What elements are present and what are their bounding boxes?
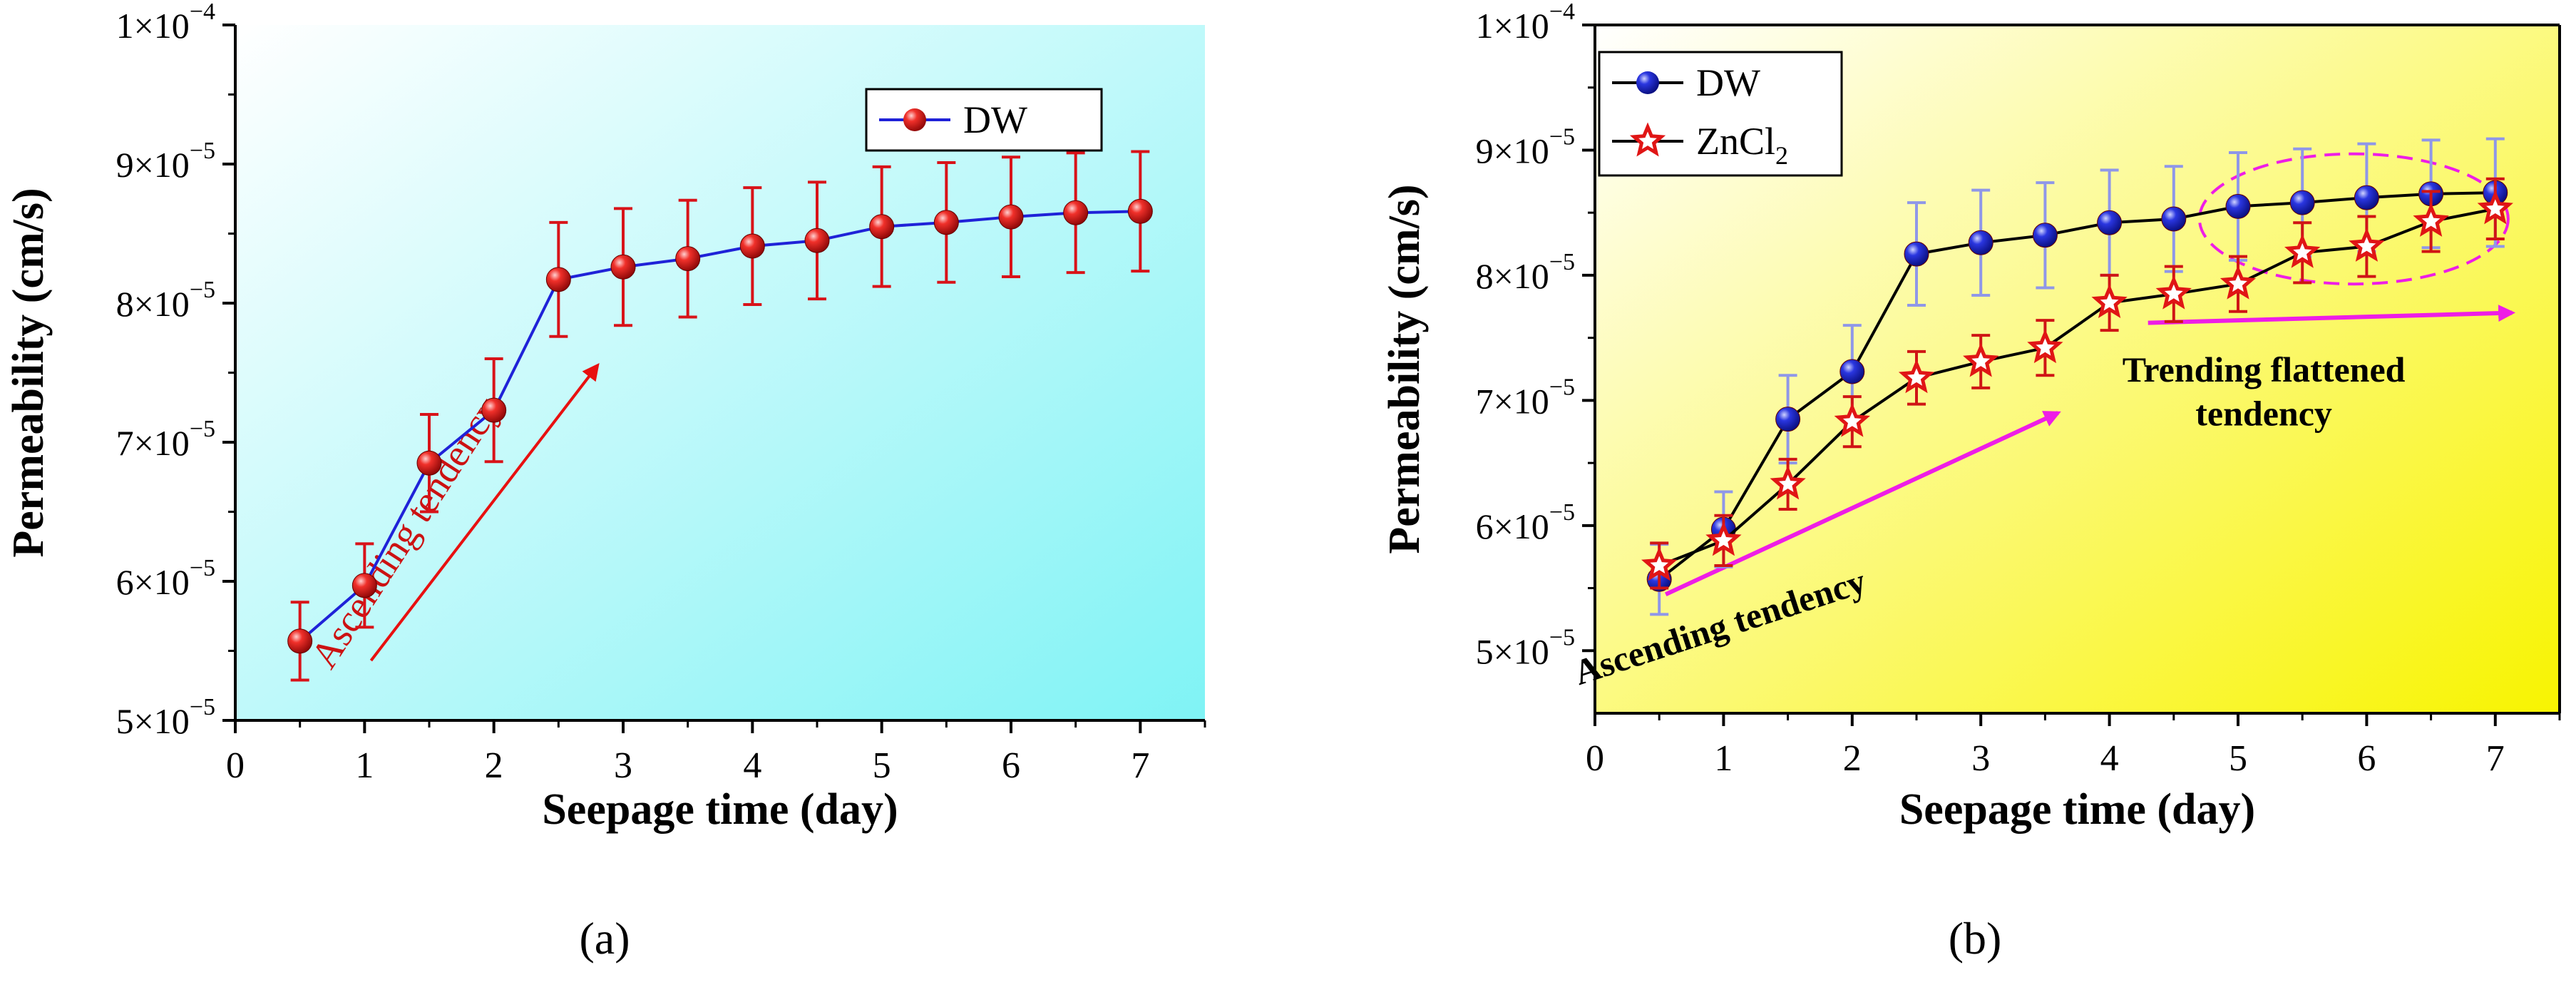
data-point [2097,210,2123,235]
series-line [1658,207,2496,567]
data-point [739,233,765,259]
y-tick-label: 8×10−5 [1476,249,1575,296]
x-tick-label: 1 [1714,738,1733,779]
data-point [2155,275,2192,310]
series-dw [287,150,1153,682]
highlight-ellipse [2197,152,2510,286]
data-point [2354,185,2379,210]
data-point [2289,190,2315,215]
y-tick-label: 5×10−5 [116,694,215,741]
x-tick-label: 7 [2486,738,2505,779]
data-point [1770,465,1806,500]
data-point [2161,206,2187,232]
legend-box [1598,51,1843,177]
data-point [2477,190,2513,225]
data-point [2284,233,2321,268]
y-tick-label: 8×10−5 [116,277,215,324]
data-point [2032,223,2058,248]
series-dw [1646,137,2508,616]
legend: DW [865,88,1103,152]
x-axis-label: Seepage time (day) [542,785,898,834]
x-tick-label: 4 [743,745,761,786]
data-point [1705,521,1742,556]
legend-marker [903,108,926,131]
legend-label: DW [1696,61,1760,104]
x-tick-label: 4 [2100,738,2119,779]
x-tick-label: 2 [1843,738,1862,779]
data-point [2413,203,2449,237]
y-tick-label: 1×10−4 [1476,0,1575,46]
x-tick-label: 6 [2357,738,2376,779]
trend-arrow [1664,411,2061,597]
trend-arrow [2147,305,2516,325]
data-point [1775,407,1801,432]
legend: DW ZnCl2 [1598,51,1843,177]
data-point [1963,342,1999,377]
y-tick-label: 6×10−5 [116,555,215,602]
y-axis-label: Permeability (cm/s) [1380,184,1429,553]
data-point [610,254,636,280]
annotation-text: Trending flattened [2123,349,2406,389]
y-tick-label: 7×10−5 [116,416,215,463]
data-point [804,228,830,253]
x-tick-label: 7 [1131,745,1149,786]
x-tick-label: 2 [485,745,503,786]
x-tick-label: 3 [614,745,632,786]
data-point [1904,241,1929,267]
data-point [1839,359,1865,384]
legend-marker [1636,71,1659,94]
data-point [545,267,571,292]
data-point [416,450,442,476]
data-point [481,397,507,423]
data-point [1898,359,1935,394]
data-point [675,246,701,272]
x-tick-label: 5 [873,745,891,786]
legend-label: DW [963,98,1027,141]
y-tick-label: 1×10−4 [116,0,215,46]
data-point [1127,198,1153,224]
panel-label-b: (b) [1949,913,2002,964]
panel-label-a: (a) [579,913,630,964]
x-tick-label: 0 [226,745,245,786]
data-point [2091,284,2128,318]
data-point [1641,546,1678,581]
x-tick-label: 1 [355,745,374,786]
data-point [998,204,1024,230]
x-tick-label: 0 [1586,738,1604,779]
trend-arrow [369,362,600,662]
y-tick-label: 9×10−5 [1476,123,1575,170]
y-tick-label: 6×10−5 [1476,499,1575,546]
annotation-text: tendency [2195,393,2332,433]
legend-label: ZnCl2 [1696,120,1788,170]
data-point [1834,402,1870,437]
data-point [2220,265,2257,300]
x-tick-label: 6 [1002,745,1020,786]
series-zncl [1641,177,2513,590]
data-point [2027,329,2063,364]
data-point [287,628,313,654]
data-point [2225,193,2251,219]
data-point [869,214,895,240]
data-point [1968,230,1993,255]
data-point [933,210,959,235]
legend-marker [1629,122,1666,157]
y-tick-label: 5×10−5 [1476,624,1575,671]
y-tick-label: 7×10−5 [1476,374,1575,421]
data-point [2349,228,2385,262]
x-axis-label: Seepage time (day) [1899,785,2255,834]
y-axis-label: Permeability (cm/s) [4,188,53,557]
data-point [351,573,377,598]
y-tick-label: 9×10−5 [116,138,215,185]
x-tick-label: 3 [1971,738,1990,779]
x-tick-label: 5 [2229,738,2247,779]
data-point [1063,200,1089,225]
